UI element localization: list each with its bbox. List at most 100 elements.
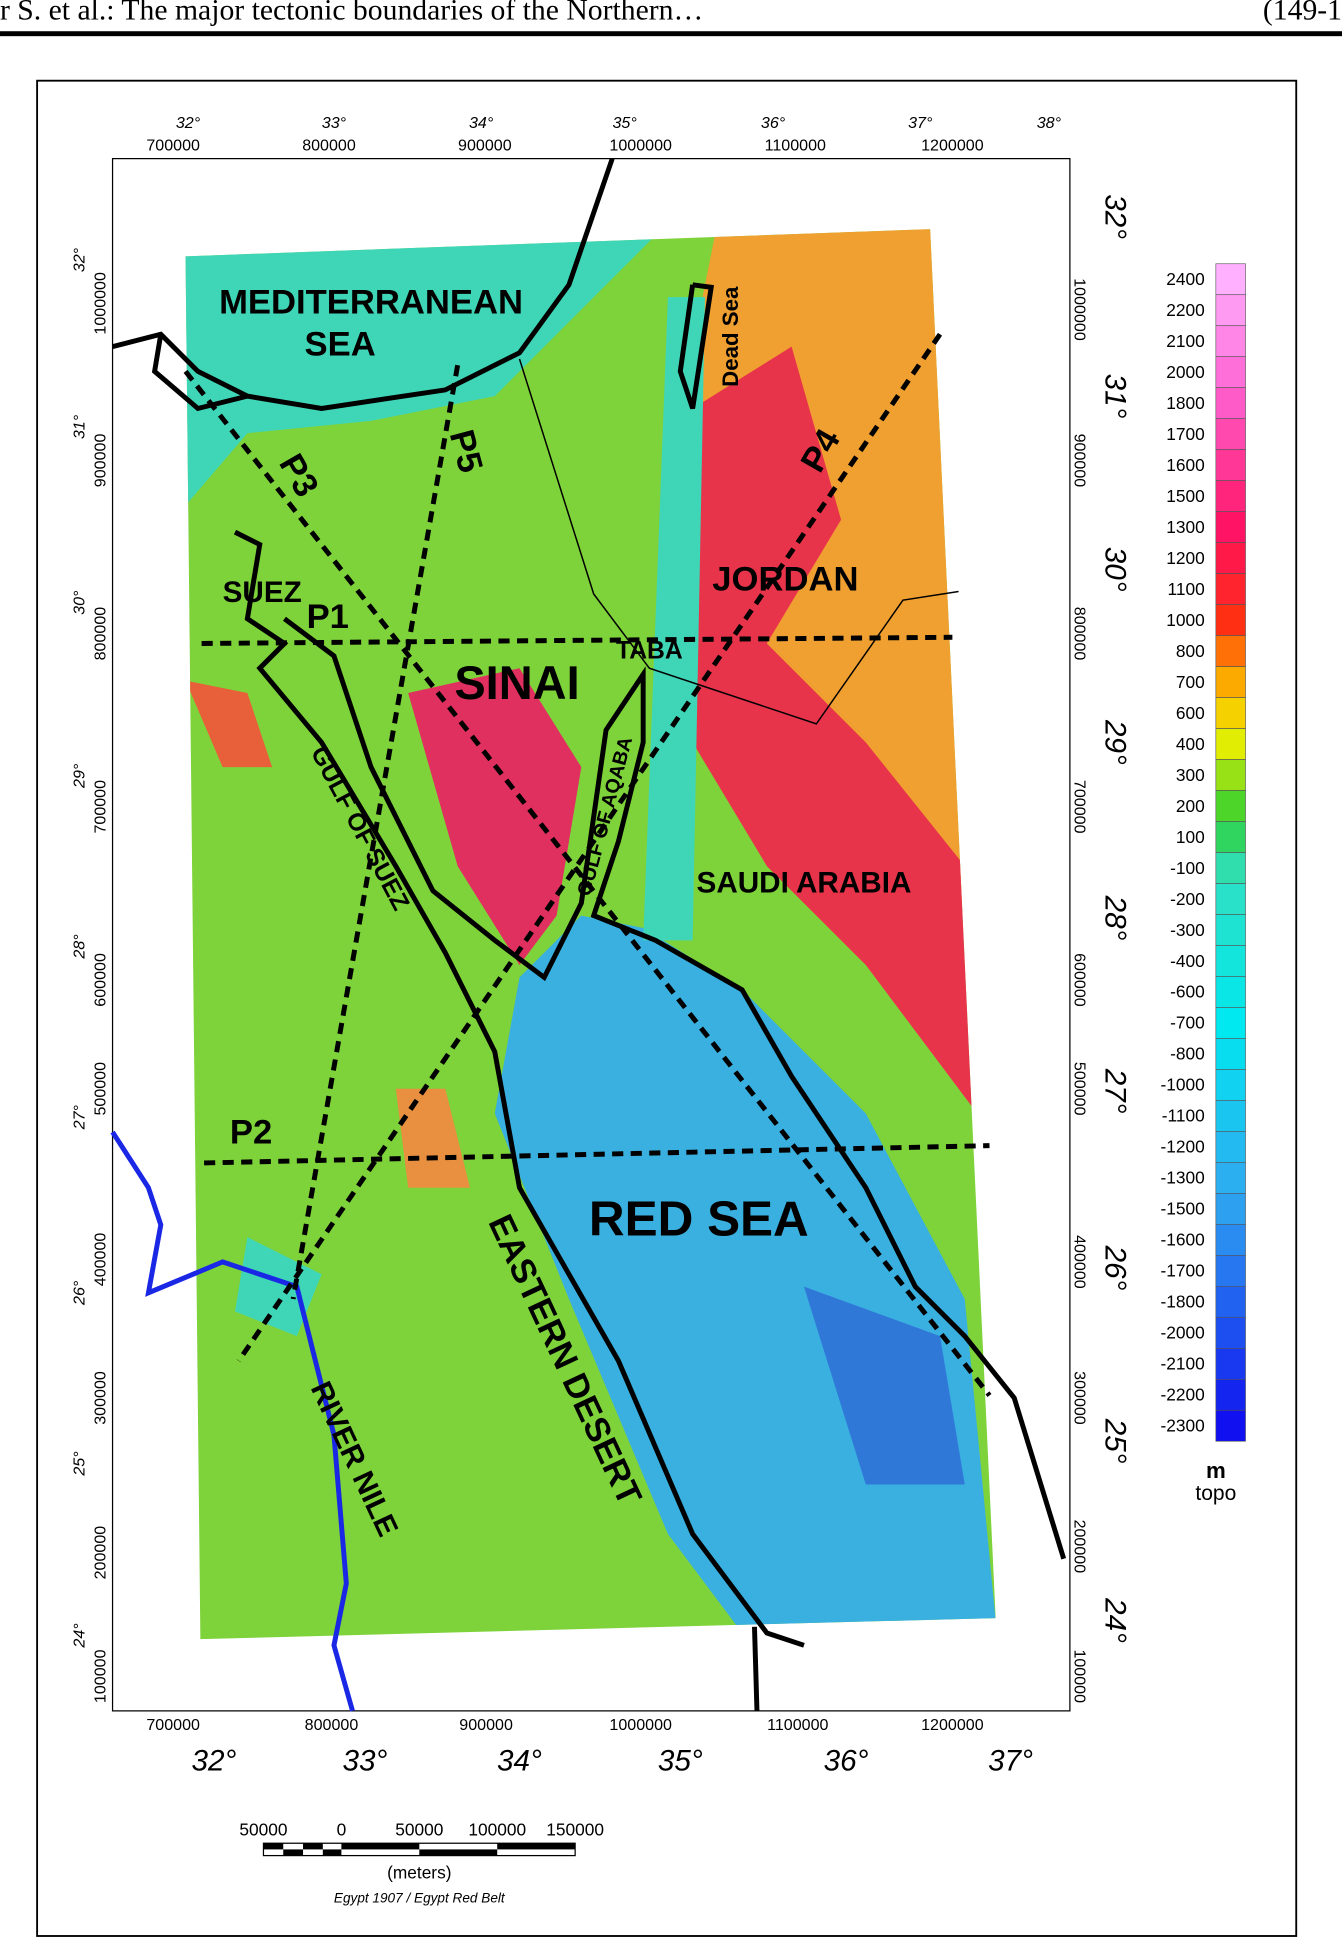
top-easting-label: 1200000: [921, 136, 984, 154]
colorbar-swatch: [1215, 1038, 1246, 1070]
colorbar-label: 100: [1176, 827, 1205, 847]
colorbar-label: -2100: [1160, 1354, 1204, 1374]
colorbar-swatch: [1215, 1316, 1246, 1349]
colorbar-label: 700: [1176, 672, 1205, 692]
bottom-lon-label: 35°: [658, 1745, 703, 1778]
colorbar-swatch: [1215, 449, 1246, 481]
top-lon-label: 32°: [176, 114, 201, 132]
colorbar-label: 1300: [1166, 517, 1204, 537]
bottom-easting-label: 900000: [459, 1716, 513, 1734]
colorbar-label: 2000: [1166, 362, 1204, 382]
left-lat-label: 24°: [71, 1623, 89, 1649]
scale-tick-label: 100000: [468, 1819, 526, 1839]
colorbar-label: -1700: [1160, 1261, 1204, 1281]
colorbar-label: -1200: [1160, 1137, 1204, 1157]
colorbar-swatch: [1215, 1409, 1246, 1442]
top-easting-label: 900000: [458, 136, 512, 154]
scale-seg: [303, 1843, 323, 1850]
top-lon-label: 33°: [322, 114, 347, 132]
topography: [185, 229, 996, 1640]
colorbar-swatch: [1215, 666, 1246, 698]
left-lat-label: 29°: [71, 763, 89, 789]
right-lat-label: 29°: [1098, 719, 1131, 765]
top-lon-label: 37°: [908, 114, 933, 132]
colorbar-label: 1500: [1166, 486, 1204, 506]
bottom-easting-label: 1200000: [921, 1716, 984, 1734]
left-northing-label: 300000: [92, 1371, 110, 1425]
colorbar-swatch: [1215, 852, 1246, 884]
right-northing-label: 200000: [1070, 1520, 1088, 1574]
top-easting-label: 700000: [146, 136, 200, 154]
left-northing-label: 200000: [92, 1526, 110, 1580]
left-northing-label: 700000: [92, 780, 110, 834]
left-northing-label: 100000: [92, 1649, 110, 1703]
colorbar-label: -700: [1170, 1013, 1205, 1033]
scale-tick-label: 150000: [546, 1819, 604, 1839]
left-lat-label: 32°: [71, 247, 89, 272]
colorbar-swatch: [1215, 294, 1246, 327]
colorbar-swatch: [1215, 356, 1246, 389]
map-label: JORDAN: [712, 561, 858, 599]
colorbar-swatch: [1215, 1286, 1246, 1318]
colorbar-label: 1700: [1166, 424, 1204, 444]
header-rule: [0, 31, 1342, 37]
colorbar-swatch: [1215, 263, 1246, 296]
colorbar-swatch: [1215, 1007, 1246, 1039]
scale-seg: [263, 1843, 284, 1850]
colorbar-label: 800: [1176, 641, 1205, 661]
right-northing-label: 100000: [1070, 1649, 1088, 1703]
left-northing-label: 400000: [92, 1233, 110, 1287]
colorbar-swatch: [1215, 604, 1246, 636]
colorbar-label: 1200: [1166, 548, 1204, 568]
left-lat-label: 27°: [71, 1104, 89, 1130]
bottom-lon-label: 33°: [342, 1745, 387, 1778]
header-left: r S. et al.: The major tectonic boundari…: [0, 0, 703, 26]
colorbar-label: 1800: [1166, 393, 1204, 413]
right-northing-label: 400000: [1070, 1235, 1088, 1289]
map-label: P2: [230, 1114, 272, 1152]
colorbar-swatch: [1215, 1347, 1246, 1380]
colorbar-label: -1500: [1160, 1199, 1204, 1219]
colorbar-unit: m: [1206, 1458, 1226, 1483]
left-lat-label: 30°: [71, 590, 89, 615]
scale-seg: [497, 1843, 576, 1850]
left-northing-label: 600000: [92, 953, 110, 1007]
right-northing-label: 700000: [1070, 780, 1088, 834]
right-lat-label: 26°: [1098, 1245, 1131, 1291]
left-northing-label: 500000: [92, 1062, 110, 1116]
scale-unit: (meters): [387, 1863, 451, 1883]
colorbar-label: -2200: [1160, 1385, 1204, 1405]
right-lat-label: 32°: [1098, 194, 1131, 239]
colorbar-label: -300: [1170, 920, 1205, 940]
colorbar-label: -2300: [1160, 1416, 1204, 1436]
colorbar-swatch: [1215, 759, 1246, 791]
colorbar-swatch: [1215, 480, 1246, 512]
scale-datum: Egypt 1907 / Egypt Red Belt: [334, 1890, 506, 1905]
left-lat-label: 26°: [71, 1280, 89, 1306]
colorbar-swatch: [1215, 914, 1246, 946]
bottom-easting-label: 1100000: [767, 1716, 828, 1734]
scale-tick-label: 0: [337, 1819, 347, 1839]
map-label: RED SEA: [589, 1191, 809, 1246]
bottom-lon-label: 32°: [192, 1745, 237, 1778]
top-lon-label: 35°: [612, 114, 637, 132]
colorbar-label: -2000: [1160, 1323, 1204, 1343]
profiles: [183, 332, 992, 1398]
colorbar-swatch: [1215, 1131, 1246, 1163]
colorbar-label: -800: [1170, 1044, 1205, 1064]
right-northing-label: 600000: [1070, 953, 1088, 1007]
bottom-lon-label: 36°: [824, 1745, 869, 1778]
colorbar-label: -600: [1170, 982, 1205, 1002]
left-northing-label: 800000: [92, 607, 110, 661]
colorbar-label: 2100: [1166, 331, 1204, 351]
colorbar-swatch: [1215, 1255, 1246, 1287]
bottom-easting-label: 800000: [305, 1716, 359, 1734]
colorbar-label: -1000: [1160, 1075, 1204, 1095]
colorbar-label: 600: [1176, 703, 1205, 723]
colorbar-label: 200: [1176, 796, 1205, 816]
bottom-easting-label: 700000: [146, 1716, 200, 1734]
header-right: (149-1: [1263, 0, 1342, 26]
top-easting-label: 800000: [302, 136, 356, 154]
right-lat-label: 27°: [1098, 1068, 1131, 1114]
